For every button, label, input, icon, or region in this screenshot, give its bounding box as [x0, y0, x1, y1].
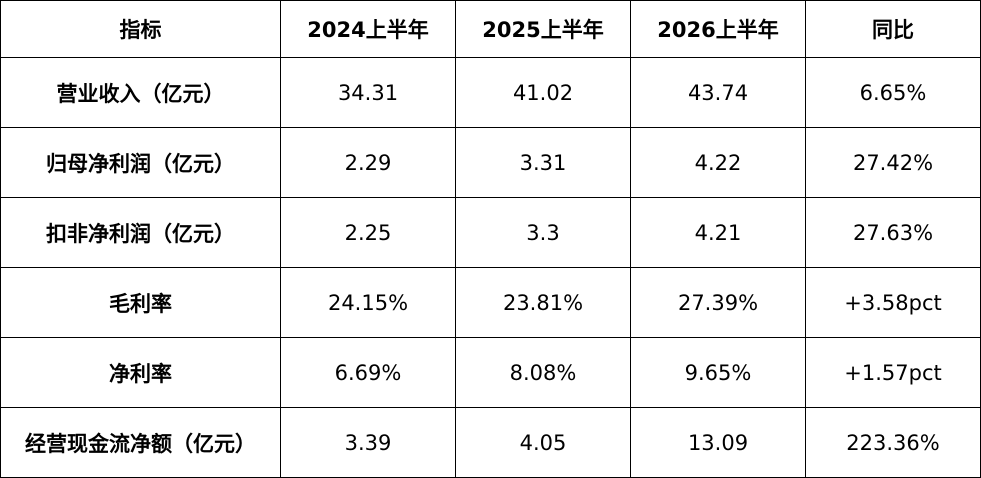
- row-label: 经营现金流净额（亿元）: [0, 407, 281, 478]
- cell-value: 4.22: [630, 127, 806, 198]
- row-label: 扣非净利润（亿元）: [0, 197, 281, 268]
- cell-value: 13.09: [630, 407, 806, 478]
- cell-value: 34.31: [280, 57, 456, 128]
- cell-value: 41.02: [455, 57, 631, 128]
- cell-value: 24.15%: [280, 267, 456, 338]
- cell-value: 27.39%: [630, 267, 806, 338]
- cell-value: 3.3: [455, 197, 631, 268]
- table-row-deducted-net-profit: 扣非净利润（亿元） 2.25 3.3 4.21 27.63%: [0, 197, 981, 268]
- table-row-revenue: 营业收入（亿元） 34.31 41.02 43.74 6.65%: [0, 57, 981, 128]
- cell-value: 4.05: [455, 407, 631, 478]
- row-label: 毛利率: [0, 267, 281, 338]
- cell-yoy: 223.36%: [805, 407, 981, 478]
- table-row-gross-margin: 毛利率 24.15% 23.81% 27.39% +3.58pct: [0, 267, 981, 338]
- cell-value: 23.81%: [455, 267, 631, 338]
- header-yoy: 同比: [805, 0, 981, 58]
- header-metric: 指标: [0, 0, 281, 58]
- cell-yoy: 27.63%: [805, 197, 981, 268]
- cell-yoy: +1.57pct: [805, 337, 981, 408]
- row-label: 净利率: [0, 337, 281, 408]
- table-row-operating-cash-flow: 经营现金流净额（亿元） 3.39 4.05 13.09 223.36%: [0, 407, 981, 478]
- cell-yoy: 27.42%: [805, 127, 981, 198]
- cell-value: 3.39: [280, 407, 456, 478]
- table-row-net-margin: 净利率 6.69% 8.08% 9.65% +1.57pct: [0, 337, 981, 408]
- cell-value: 2.25: [280, 197, 456, 268]
- cell-value: 3.31: [455, 127, 631, 198]
- row-label: 营业收入（亿元）: [0, 57, 281, 128]
- row-label: 归母净利润（亿元）: [0, 127, 281, 198]
- cell-value: 2.29: [280, 127, 456, 198]
- cell-value: 43.74: [630, 57, 806, 128]
- header-2024h1: 2024上半年: [280, 0, 456, 58]
- cell-value: 6.69%: [280, 337, 456, 408]
- cell-yoy: 6.65%: [805, 57, 981, 128]
- cell-value: 8.08%: [455, 337, 631, 408]
- table-row-net-profit: 归母净利润（亿元） 2.29 3.31 4.22 27.42%: [0, 127, 981, 198]
- header-2025h1: 2025上半年: [455, 0, 631, 58]
- cell-value: 4.21: [630, 197, 806, 268]
- header-2026h1: 2026上半年: [630, 0, 806, 58]
- header-row: 指标 2024上半年 2025上半年 2026上半年 同比: [0, 0, 981, 58]
- cell-value: 9.65%: [630, 337, 806, 408]
- cell-yoy: +3.58pct: [805, 267, 981, 338]
